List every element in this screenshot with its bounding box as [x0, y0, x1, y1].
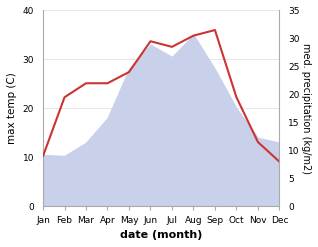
Y-axis label: med. precipitation (kg/m2): med. precipitation (kg/m2)	[301, 43, 311, 174]
Y-axis label: max temp (C): max temp (C)	[7, 73, 17, 144]
X-axis label: date (month): date (month)	[120, 230, 203, 240]
